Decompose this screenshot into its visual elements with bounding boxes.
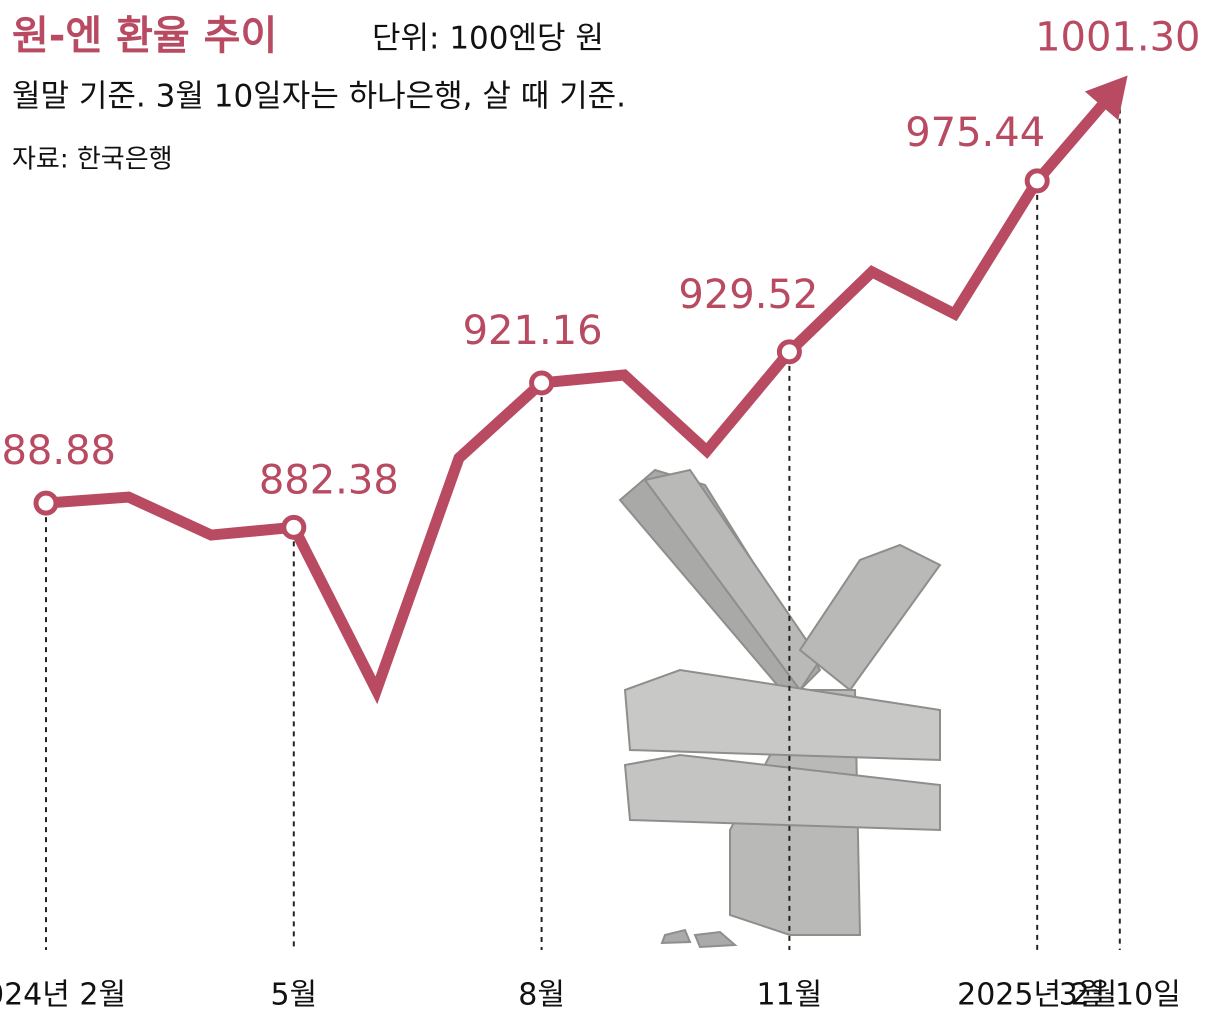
data-label: 975.44 [905,110,1045,156]
data-label: 929.52 [678,272,818,318]
x-tick-label: 2025년 2월 [957,978,1117,1013]
data-label: 1001.30 [1035,15,1200,61]
data-label: 882.38 [259,457,399,503]
point-marker [776,339,802,365]
x-tick-label: 3월 10일 [1059,978,1181,1013]
chart-subtitle: 단위: 100엔당 원 [372,21,604,57]
data-line [45,94,1113,705]
chart-title: 원-엔 환율 추이 [12,13,277,59]
point-marker [1024,168,1050,194]
x-tick-label: 2024년 2월 [0,978,126,1013]
point-marker [529,370,555,396]
arrow-head [1084,75,1128,121]
x-tick-label: 8월 [518,978,565,1013]
chart-note: 월말 기준. 3월 10일자는 하나은행, 살 때 기준. [12,79,626,115]
data-label: 888.88 [0,428,116,474]
yen-illustration [618,468,942,949]
data-label: 921.16 [463,308,603,354]
x-tick-label: 5월 [270,978,317,1013]
chart-source: 자료: 한국은행 [12,145,173,175]
x-tick-label: 11월 [757,978,823,1013]
point-marker [33,490,59,516]
point-marker [281,514,307,540]
